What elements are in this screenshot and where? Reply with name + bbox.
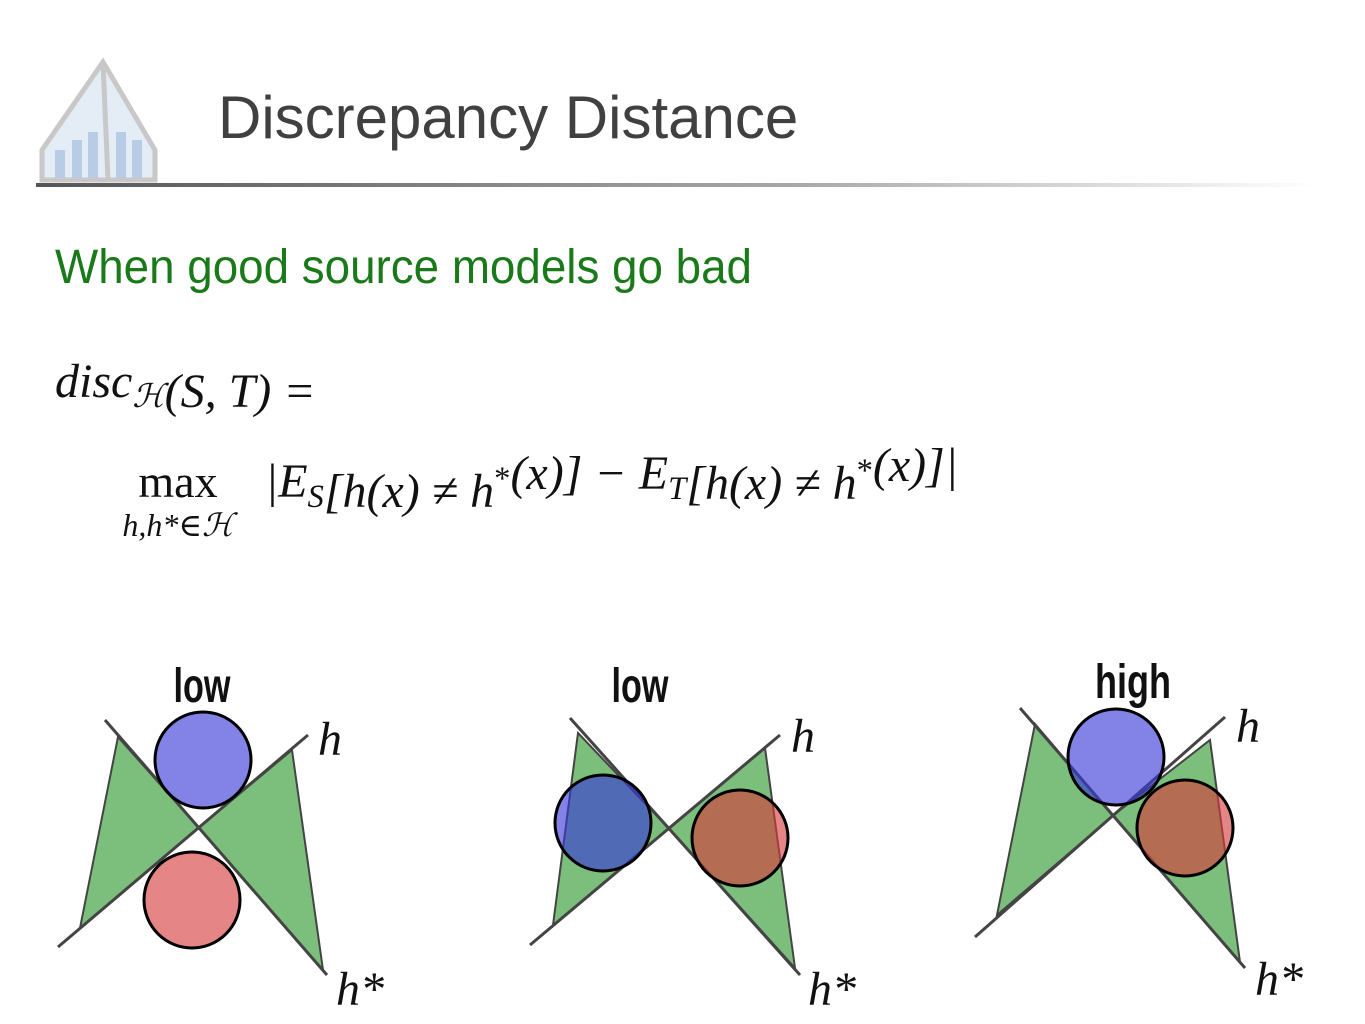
hstar-label: h* [336,963,384,1016]
formula-text: disc [55,355,132,408]
formula-op-sub: h,h*∈ℋ [122,507,238,543]
target-circle [142,850,242,950]
formula-text: (x)] − E [510,447,668,500]
panel-label: low [174,660,231,713]
line-h [57,733,309,949]
formula-sup: * [494,461,510,497]
formula-text: (x)]| [873,439,958,492]
formula-line: discℋ(S, T) = [55,355,316,418]
formula-line: |ES[h(x) ≠ h*(x)] − ET[h(x) ≠ h*(x)]| [265,439,958,518]
h-label: h [791,710,815,763]
subtitle: When good source models go bad [55,241,752,294]
formula-text: |E [265,455,308,508]
formula-text: [h(x) ≠ h [324,465,494,518]
formula-sub: S [308,479,324,515]
line-h [529,733,781,947]
line-h [974,715,1226,939]
source-circle [153,710,253,810]
formula-sub: ℋ [132,379,169,415]
h-label: h [318,713,342,766]
line-hstar [1018,707,1247,969]
line-hstar [568,716,802,977]
formula-text: (S, T) = [165,365,316,418]
target-circle [690,788,790,888]
hstar-label: h* [1255,953,1303,1006]
logo [39,57,158,183]
formula-text: [h(x) ≠ h [686,457,856,510]
title-rule [36,183,1316,187]
line-hstar [103,719,329,976]
panel: low h h* [57,660,384,1016]
panel: high h h* [974,656,1303,1006]
panel: low h h* [529,660,856,1016]
hstar-label: h* [808,963,856,1016]
target-circle [1135,778,1235,878]
source-circle [553,773,653,873]
formula-sup: * [857,453,873,489]
formula-sub: T [668,471,689,507]
source-circle [1066,707,1166,807]
h-label: h [1236,700,1260,753]
panel-label: low [612,660,669,713]
title: Discrepancy Distance [218,84,798,151]
panel-label: high [1095,656,1171,709]
formula-op: max [138,456,217,507]
